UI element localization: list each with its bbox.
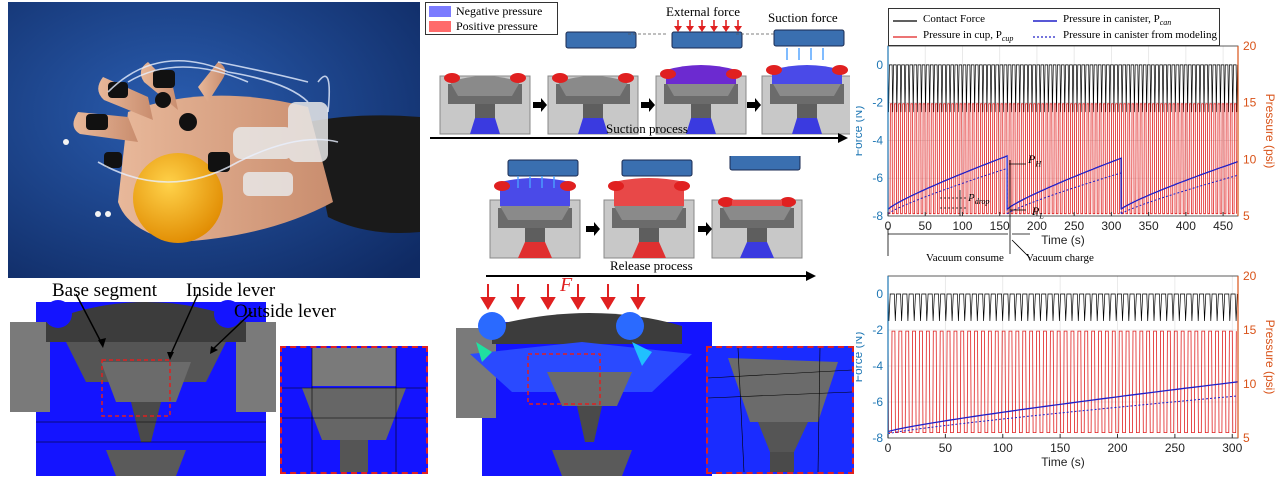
zoom-box-left xyxy=(280,346,428,474)
fem-section-deformed xyxy=(456,284,712,476)
series-cup-pressure xyxy=(887,330,1237,433)
x-tick-label: 350 xyxy=(1139,219,1159,233)
pressure-legend: Negative pressure Positive pressure xyxy=(425,2,558,35)
chart-top: 0 50 100 150 200 250 300 350 400 450 0 -2 -4 -6 -8 20 15… xyxy=(856,39,1277,247)
legend-positive-label: Positive pressure xyxy=(456,19,538,33)
series-canister-pressure xyxy=(887,381,1239,433)
y-left-tick-label: -6 xyxy=(872,395,883,409)
positive-swatch xyxy=(429,21,451,32)
x-tick-label: 0 xyxy=(885,219,892,233)
x-tick-label: 300 xyxy=(1101,219,1121,233)
y-left-tick-label: -6 xyxy=(872,171,883,185)
chart-top-legend: Contact Force Pressure in cup, Pcup Pres… xyxy=(888,8,1220,46)
y-right-axis-label: Pressure (psi) xyxy=(1263,320,1277,395)
y-left-tick-label: -8 xyxy=(872,431,883,445)
zoom-box-right xyxy=(706,346,854,474)
release-process-label: Release process xyxy=(610,258,693,273)
y-right-tick-label: 20 xyxy=(1243,39,1257,53)
y-right-axis-label: Pressure (psi) xyxy=(1263,94,1277,169)
y-left-axis-label: Force (N) xyxy=(856,332,865,383)
x-tick-label: 400 xyxy=(1176,219,1196,233)
suction-process-label: Suction process xyxy=(606,121,688,136)
chart-bottom: 0 50 100 150 200 250 300 0 -2 -4 -6 -8 20 15 10 5 Time (… xyxy=(856,269,1277,469)
negative-swatch xyxy=(429,6,451,17)
fem-section-left xyxy=(10,293,276,476)
y-right-tick-label: 5 xyxy=(1243,209,1250,223)
series-canister-model xyxy=(887,167,1008,215)
hand-photo xyxy=(8,2,420,278)
annotation-p-drop: Pdrop xyxy=(968,192,990,207)
force-symbol-f: F xyxy=(560,274,573,296)
legend-contact-force: Contact Force xyxy=(923,13,986,25)
annotation-arrows xyxy=(887,160,1031,259)
series-canister-pressure xyxy=(1120,160,1239,210)
y-right-tick-label: 15 xyxy=(1243,96,1257,110)
release-diagrams xyxy=(489,156,803,259)
legend-canister-model: Pressure in canister from modeling xyxy=(1063,29,1217,41)
legend-negative-label: Negative pressure xyxy=(456,4,543,18)
y-left-tick-label: 0 xyxy=(876,287,883,301)
vacuum-consume-label: Vacuum consume xyxy=(926,252,1004,264)
y-left-tick-label: -4 xyxy=(872,133,883,147)
series-canister-model xyxy=(887,395,1239,435)
y-right-tick-label: 15 xyxy=(1243,323,1257,337)
x-tick-label: 100 xyxy=(993,441,1013,455)
y-left-tick-label: 0 xyxy=(876,58,883,72)
x-tick-label: 50 xyxy=(939,441,953,455)
y-right-tick-label: 5 xyxy=(1243,431,1250,445)
suction-diagrams xyxy=(430,20,850,143)
annotation-p-h: PH xyxy=(1028,152,1042,169)
legend-canister-pressure: Pressure in canister, Pcan xyxy=(1063,13,1172,28)
x-tick-label: 150 xyxy=(990,219,1010,233)
x-axis-label: Time (s) xyxy=(1041,455,1085,469)
annotation-p-l: PL xyxy=(1032,204,1044,221)
y-left-tick-label: -2 xyxy=(872,96,883,110)
x-tick-label: 50 xyxy=(919,219,933,233)
x-tick-label: 250 xyxy=(1165,441,1185,455)
x-tick-label: 250 xyxy=(1064,219,1084,233)
series-cup-pressure xyxy=(887,103,1237,215)
x-axis-label: Time (s) xyxy=(1041,233,1085,247)
external-force-label: External force xyxy=(666,4,740,19)
y-left-tick-label: -4 xyxy=(872,359,883,373)
series-canister-model xyxy=(1120,174,1239,215)
series-canister-pressure xyxy=(887,154,1008,210)
y-left-tick-label: -2 xyxy=(872,323,883,337)
base-segment-label: Base segment xyxy=(52,280,158,301)
x-tick-label: 100 xyxy=(952,219,972,233)
inside-lever-label: Inside lever xyxy=(186,280,276,301)
release-process-arrow xyxy=(486,271,816,281)
vacuum-charge-label: Vacuum charge xyxy=(1026,252,1094,264)
x-tick-label: 200 xyxy=(1027,219,1047,233)
legend-cup-pressure: Pressure in cup, Pcup xyxy=(923,29,1014,44)
x-tick-label: 200 xyxy=(1107,441,1127,455)
y-left-tick-label: -8 xyxy=(872,209,883,223)
y-right-tick-label: 20 xyxy=(1243,269,1257,283)
suction-force-label: Suction force xyxy=(768,10,838,25)
x-tick-label: 300 xyxy=(1222,441,1242,455)
outside-lever-label: Outside lever xyxy=(234,301,336,322)
series-contact-force xyxy=(887,293,1238,322)
x-tick-label: 0 xyxy=(885,441,892,455)
y-left-axis-label: Force (N) xyxy=(856,106,865,157)
series-canister-pressure xyxy=(1006,157,1122,210)
y-right-tick-label: 10 xyxy=(1243,152,1257,166)
series-contact-force xyxy=(887,64,1238,113)
x-tick-label: 150 xyxy=(1050,441,1070,455)
x-tick-label: 450 xyxy=(1213,219,1233,233)
series-canister-model xyxy=(1006,172,1122,215)
y-right-tick-label: 10 xyxy=(1243,377,1257,391)
